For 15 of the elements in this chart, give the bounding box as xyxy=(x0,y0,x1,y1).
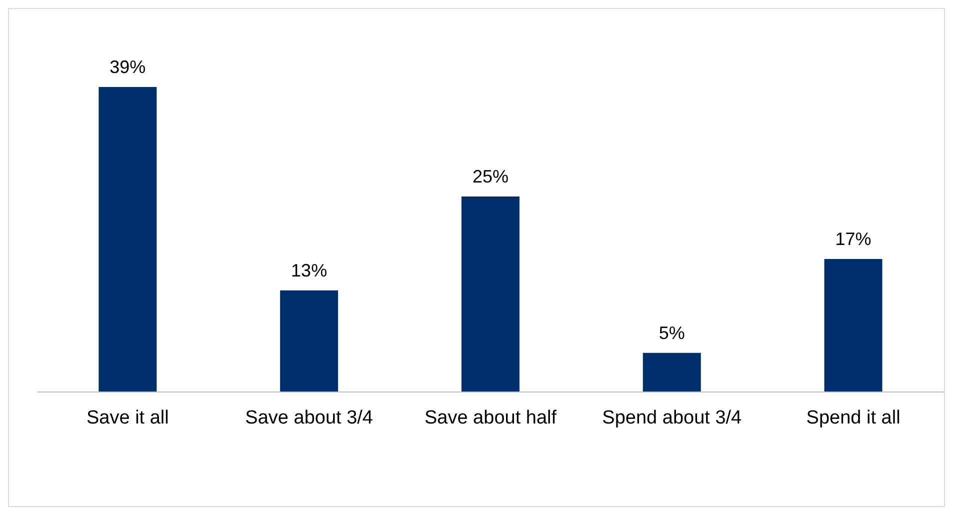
bar xyxy=(824,259,882,392)
data-label: 39% xyxy=(110,57,146,77)
data-label: 25% xyxy=(472,166,508,186)
data-label: 5% xyxy=(658,322,685,343)
bar xyxy=(280,290,338,392)
bar xyxy=(98,87,157,392)
x-tick-label: Spend about 3/4 xyxy=(602,407,742,428)
x-tick-label: Save it all xyxy=(86,407,169,428)
data-label: 17% xyxy=(835,229,872,250)
bar xyxy=(642,352,701,392)
data-label: 13% xyxy=(291,260,328,280)
x-tick-label: Save about half xyxy=(424,407,558,428)
x-tick-label: Save about 3/4 xyxy=(245,407,374,428)
x-tick-label: Spend it all xyxy=(806,407,900,428)
bar xyxy=(461,196,520,392)
